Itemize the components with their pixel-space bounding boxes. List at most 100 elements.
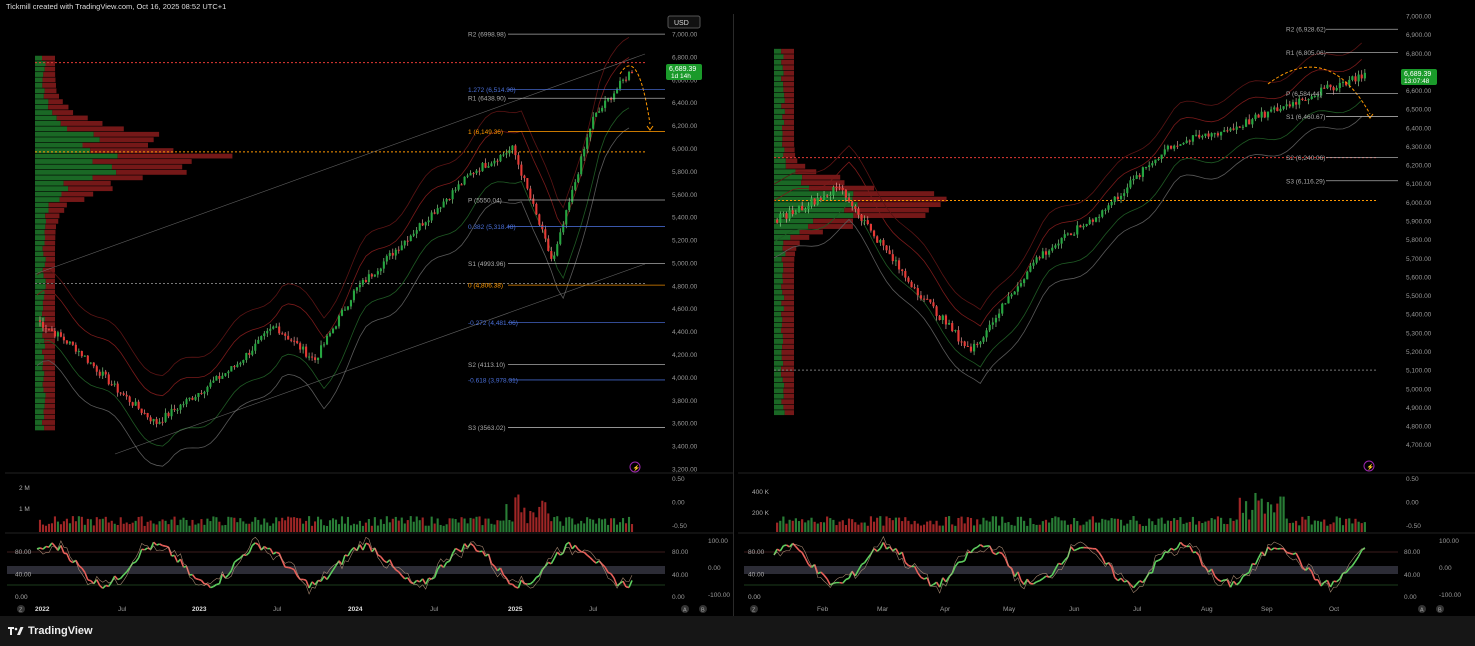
candle-up xyxy=(185,399,188,405)
candle-down xyxy=(59,332,62,337)
volume-profile-down-row xyxy=(785,163,806,169)
oscillator-pane[interactable]: 80.00 40.00 0.00 100.00 80.00 0.00 40.00 -100.0… xyxy=(744,535,1461,601)
envelope-band-line xyxy=(36,36,630,377)
brand-logo[interactable]: TradingView xyxy=(8,625,93,637)
candle-down xyxy=(191,397,194,400)
log-scale-icon[interactable]: ⚡ xyxy=(629,461,641,473)
volume-profile-up-row xyxy=(774,125,783,131)
volume-bar xyxy=(430,516,433,532)
candle-down xyxy=(932,302,935,307)
oscillator-line xyxy=(1267,546,1272,551)
candle-down xyxy=(844,189,847,198)
price-axis-label: 7,000.00 xyxy=(1406,14,1432,21)
price-axis-label: 5,900.00 xyxy=(1406,219,1432,226)
volume-bar xyxy=(248,523,251,532)
volume-pane[interactable]: 400 K 200 K 0.50 0.00 -0.50 xyxy=(752,476,1421,532)
volume-bar xyxy=(155,524,158,532)
trend-channel-line xyxy=(114,263,646,455)
price-axis-label: 5,500.00 xyxy=(1406,293,1432,300)
volume-profile-down-row xyxy=(42,349,55,355)
volume-bar xyxy=(116,524,119,532)
candle-up xyxy=(1313,95,1316,97)
volume-profile-down-row xyxy=(782,130,795,136)
oscillator-line xyxy=(1333,580,1337,583)
time-axis[interactable]: Feb Mar Apr May Jun Jul Aug Sep Oct Z A B xyxy=(750,605,1444,614)
oscillator-line xyxy=(604,566,609,573)
chart-pane-right[interactable]: R2 (6,928.62) R1 (6,805.06) P (6,584.44) S1… xyxy=(738,14,1475,616)
time-axis[interactable]: 2022 Jul 2023 Jul 2024 Jul 2025 Jul Z A B xyxy=(17,605,707,614)
volume-bar xyxy=(233,517,236,532)
volume-bar xyxy=(1363,522,1366,532)
volume-profile-down-row xyxy=(813,218,853,224)
candle-down xyxy=(1332,87,1335,91)
volume-bar xyxy=(1285,518,1288,532)
volume-pane[interactable]: 2 M 1 M 0.50 0.00 -0.50 xyxy=(19,476,687,532)
candle-down xyxy=(248,352,251,355)
auto-scale-icon[interactable] xyxy=(1418,605,1426,613)
volume-profile-up-row xyxy=(774,224,809,229)
oscillator-line xyxy=(951,565,957,574)
oscillator-line xyxy=(1252,562,1256,566)
candle-down xyxy=(919,295,923,299)
volume-bar xyxy=(610,518,613,532)
volume-bar xyxy=(517,494,520,532)
volume-profile-up-row xyxy=(774,344,783,350)
goto-date-icon[interactable] xyxy=(1436,605,1444,613)
volume-profile-up-row xyxy=(35,300,43,306)
candle-up xyxy=(1157,158,1160,160)
volume-bar xyxy=(1029,518,1032,532)
oscillator-line xyxy=(117,577,122,581)
candle-down xyxy=(938,315,941,321)
oscillator-line xyxy=(1076,547,1081,550)
volume-bar xyxy=(331,518,335,532)
oscillator-line xyxy=(433,568,439,578)
volume-bar xyxy=(95,517,98,532)
volume-bar xyxy=(1210,518,1213,532)
candle-down xyxy=(107,374,110,385)
candle-down xyxy=(1354,76,1357,82)
volume-bar xyxy=(278,521,281,532)
candle-up xyxy=(442,201,445,208)
volume-bar xyxy=(149,520,152,532)
volume-bar xyxy=(496,520,499,532)
oscillator-line xyxy=(45,545,50,548)
volume-bar xyxy=(1066,524,1069,532)
oscillator-line xyxy=(356,544,361,551)
volume-profile-up-row xyxy=(774,322,782,328)
volume-bar xyxy=(604,518,607,532)
candle-down xyxy=(143,412,146,414)
pivot-label: S3 (6,116.29) xyxy=(1286,178,1325,185)
volume-profile-down-row xyxy=(44,403,55,409)
chart-pane-left[interactable]: R2 (6998.98) 1.272 (6,514.90) R1 (6438.90)… xyxy=(5,14,734,616)
candle-series[interactable] xyxy=(776,68,1366,356)
volume-bar xyxy=(863,522,866,532)
volume-profile-up-row xyxy=(35,365,43,371)
goto-date-icon[interactable] xyxy=(699,605,707,613)
candle-down xyxy=(907,277,910,282)
log-scale-icon[interactable]: ⚡ xyxy=(1363,460,1375,472)
candle-series[interactable] xyxy=(38,70,634,428)
currency-badge[interactable]: USD xyxy=(667,15,701,29)
oscillator-line xyxy=(239,554,244,559)
oscillator-line xyxy=(359,544,364,551)
price-axis[interactable]: 7,000.00 6,800.00 6,600.00 6,400.00 6,200.00… xyxy=(672,32,698,474)
candle-up xyxy=(1310,96,1313,100)
volume-bar xyxy=(1207,520,1210,532)
oscillator-pane[interactable]: 80.00 40.00 0.00 100.00 80.00 0.00 40.00 -100.0… xyxy=(7,536,730,601)
auto-scale-icon[interactable] xyxy=(681,605,689,613)
price-axis[interactable]: 7,000.006,900.006,800.006,700.006,600.00… xyxy=(1406,14,1432,450)
volume-profile-up-row xyxy=(774,333,783,339)
volume-bar xyxy=(1354,518,1357,532)
oscillator-line xyxy=(786,544,791,548)
volume-profile-up-row xyxy=(774,240,784,246)
candle-up xyxy=(1219,131,1223,136)
candle-down xyxy=(364,279,367,283)
volume-bar xyxy=(1063,520,1066,532)
oscillator-line xyxy=(807,563,813,569)
volume-bar xyxy=(514,497,517,532)
candle-down xyxy=(882,240,885,246)
candle-up xyxy=(206,386,209,392)
candle-up xyxy=(1285,104,1288,107)
volume-profile-up-row xyxy=(35,246,43,251)
time-axis-label: 2024 xyxy=(348,606,363,613)
